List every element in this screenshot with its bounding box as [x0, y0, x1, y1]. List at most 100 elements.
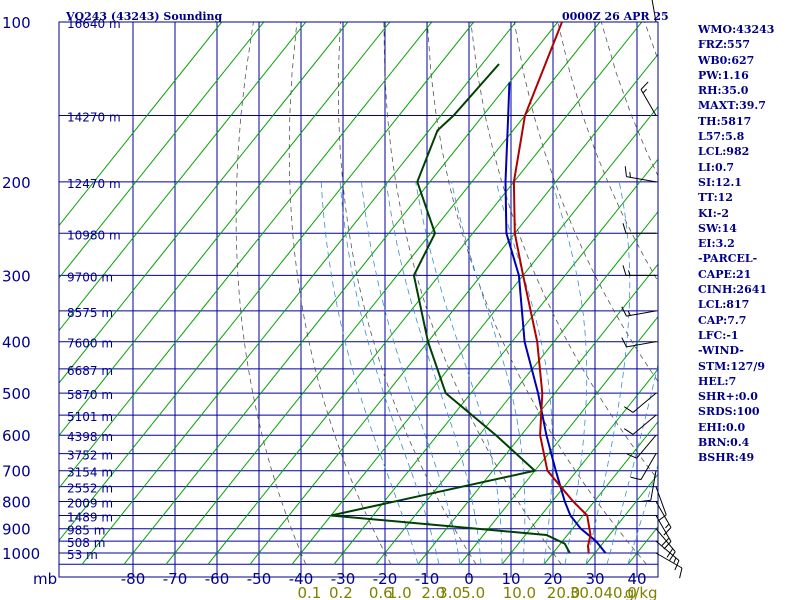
- wind-barb-half-flag: [629, 172, 631, 178]
- wind-barb: [640, 81, 657, 116]
- pressure-tick-label: 400: [2, 334, 31, 352]
- stats-panel: WMO:43243 FRZ:557 WB0:627 PW:1.16 RH:35.0 MAX…: [698, 22, 774, 466]
- stat-item: -PARCEL-: [698, 252, 758, 266]
- isotherm-line: [165, 22, 601, 565]
- stat-item: LFC:-1: [698, 328, 739, 342]
- temperature-tick-label: 10: [501, 570, 520, 588]
- isotherm-line: [543, 420, 658, 565]
- wind-barb-staff: [655, 501, 672, 528]
- wind-barb: [621, 337, 657, 348]
- pressure-tick-label: 500: [2, 385, 31, 403]
- wind-barb: [624, 166, 657, 183]
- wind-barb-flag: [666, 548, 674, 558]
- height-label: 1489 m: [67, 511, 113, 525]
- wind-barb: [621, 306, 657, 317]
- isotherm-line: [59, 22, 475, 542]
- wind-barb-flag: [624, 166, 627, 177]
- wind-barb-flag: [626, 453, 637, 459]
- height-label: 6687 m: [67, 364, 113, 378]
- stat-item: SRDS:100: [698, 405, 760, 419]
- wind-barb-half-flag: [628, 270, 631, 276]
- dry-adiabat-line: [383, 22, 562, 565]
- height-label: 12470 m: [67, 177, 121, 191]
- wind-barb: [624, 392, 657, 413]
- wind-barb: [624, 414, 657, 435]
- wind-barb-flag: [622, 223, 627, 234]
- isotherm-line: [59, 22, 307, 332]
- wind-barb-staff: [632, 414, 657, 435]
- height-label: 3154 m: [67, 466, 113, 480]
- dry-adiabat-line: [288, 22, 392, 565]
- virtual-temperature-line: [504, 82, 607, 554]
- moist-adiabat-line: [606, 362, 658, 565]
- mixing-ratio-label: 30.0: [570, 584, 603, 600]
- moist-adiabat-line: [385, 181, 482, 565]
- wind-barb-staff: [655, 528, 676, 553]
- wind-barb-staff: [626, 176, 657, 183]
- moist-adiabat-line: [339, 181, 440, 565]
- stat-item: SI:12.1: [698, 175, 742, 189]
- wind-barb: [651, 0, 657, 23]
- moist-adiabat-line: [551, 181, 588, 565]
- moist-adiabat-line: [585, 181, 631, 565]
- stat-item: BRN:0.4: [698, 436, 750, 450]
- chart-grid: [59, 22, 800, 577]
- dewpoint-line: [330, 63, 571, 554]
- pressure-tick-label: 800: [2, 494, 31, 512]
- wind-barb-flag: [661, 537, 670, 546]
- dry-adiabat-line: [470, 22, 658, 481]
- height-label: 9700 m: [67, 270, 113, 284]
- wind-barb-flag: [679, 567, 683, 579]
- isotherm-line: [59, 22, 223, 227]
- moist-adiabat-line: [320, 181, 419, 565]
- height-label: 16640 m: [67, 17, 121, 31]
- height-label: 10980 m: [67, 228, 121, 242]
- chart-series: [330, 22, 607, 554]
- stat-item: TH:5817: [698, 114, 752, 128]
- temperature-tick-label: -60: [205, 570, 230, 588]
- dry-adiabat-line: [775, 22, 800, 564]
- stat-item: LCL:817: [698, 298, 750, 312]
- wind-barb-flag: [640, 81, 649, 90]
- mixing-ratio-label: 0.2: [329, 584, 353, 600]
- mixing-ratio-label: 0.6: [369, 584, 393, 600]
- isotherm-line: [59, 22, 265, 279]
- mixing-ratio-label: 0.1: [297, 584, 321, 600]
- wind-barb-flag: [624, 406, 634, 413]
- wind-barb-staff: [655, 540, 680, 561]
- pressure-tick-label: 900: [2, 521, 31, 539]
- wind-barb-staff: [640, 453, 657, 480]
- wind-barb-flag: [663, 541, 672, 550]
- sounding-time: 0000Z 26 APR 25: [562, 10, 669, 23]
- chart-axes: [58, 21, 659, 578]
- mixing-ratio-label: 20.0: [547, 584, 580, 600]
- moist-adiabat-line: [451, 181, 526, 565]
- temperature-tick-label: 20: [543, 570, 562, 588]
- wind-barb-staff: [640, 89, 657, 116]
- pressure-tick-label: 1000: [2, 545, 40, 563]
- isotherm-line: [249, 53, 658, 565]
- stat-item: SHR+:0.0: [698, 390, 758, 404]
- pressure-tick-label: 300: [2, 267, 31, 285]
- moist-adiabat-line: [495, 181, 553, 565]
- stat-item: EI:3.2: [698, 237, 735, 251]
- wind-barb: [655, 501, 672, 536]
- wind-barb-flag: [630, 476, 642, 481]
- wind-barb: [655, 552, 683, 579]
- wind-barb-flag: [657, 514, 667, 522]
- wind-barbs: [621, 0, 683, 579]
- dry-adiabat-line: [235, 22, 307, 565]
- pressure-tick-label: 100: [2, 14, 31, 32]
- stat-item: LCL:982: [698, 145, 750, 159]
- moist-adiabat-line: [415, 181, 503, 565]
- stat-item: LI:0.7: [698, 160, 735, 174]
- wind-barb: [622, 265, 656, 276]
- height-label: 8575 m: [67, 306, 113, 320]
- isotherm-line: [59, 22, 433, 489]
- wind-barb-flag: [621, 306, 627, 317]
- mixing-ratio-label: 1.0: [388, 584, 412, 600]
- wind-barb-flag: [640, 499, 651, 503]
- wind-barb-staff: [651, 0, 657, 23]
- mixing-ratio-label: 10.0: [503, 584, 536, 600]
